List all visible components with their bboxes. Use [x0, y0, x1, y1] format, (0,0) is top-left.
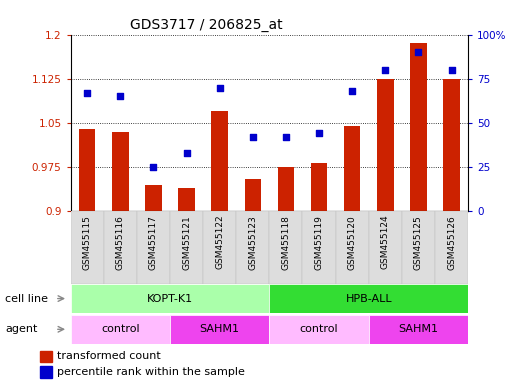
Bar — [170, 315, 269, 344]
Bar — [377, 79, 393, 211]
Bar — [40, 366, 52, 377]
Bar — [369, 315, 468, 344]
Text: percentile rank within the sample: percentile rank within the sample — [57, 367, 245, 377]
Bar — [40, 351, 52, 362]
Text: GSM455123: GSM455123 — [248, 215, 257, 270]
Point — [149, 164, 157, 170]
Text: GSM455125: GSM455125 — [414, 215, 423, 270]
Text: GSM455117: GSM455117 — [149, 215, 158, 270]
Bar — [369, 211, 402, 284]
Bar — [71, 315, 170, 344]
Text: KOPT-K1: KOPT-K1 — [147, 293, 193, 304]
Bar — [269, 284, 468, 313]
Bar — [236, 211, 269, 284]
Point — [248, 134, 257, 140]
Point — [116, 93, 124, 99]
Text: SAHM1: SAHM1 — [399, 324, 438, 334]
Text: control: control — [300, 324, 338, 334]
Text: GSM455121: GSM455121 — [182, 215, 191, 270]
Text: cell line: cell line — [5, 293, 48, 304]
Text: GDS3717 / 206825_at: GDS3717 / 206825_at — [130, 18, 283, 32]
Bar — [211, 111, 228, 211]
Point — [215, 84, 224, 91]
Bar — [278, 167, 294, 211]
Point — [447, 67, 456, 73]
Text: GSM455120: GSM455120 — [348, 215, 357, 270]
Bar — [244, 179, 261, 211]
Point — [414, 49, 423, 55]
Bar — [302, 211, 336, 284]
Text: GSM455122: GSM455122 — [215, 215, 224, 270]
Point — [348, 88, 356, 94]
Bar — [444, 79, 460, 211]
Bar — [104, 211, 137, 284]
Text: GSM455118: GSM455118 — [281, 215, 290, 270]
Text: SAHM1: SAHM1 — [200, 324, 240, 334]
Bar — [145, 185, 162, 211]
Text: agent: agent — [5, 324, 38, 334]
Text: HPB-ALL: HPB-ALL — [345, 293, 392, 304]
Bar — [344, 126, 360, 211]
Point — [183, 150, 191, 156]
Bar — [402, 211, 435, 284]
Text: GSM455124: GSM455124 — [381, 215, 390, 270]
Bar — [112, 132, 129, 211]
Bar — [410, 43, 427, 211]
Point — [315, 131, 323, 137]
Text: transformed count: transformed count — [57, 351, 161, 361]
Point — [83, 90, 92, 96]
Text: GSM455126: GSM455126 — [447, 215, 456, 270]
Bar — [336, 211, 369, 284]
Bar — [178, 188, 195, 211]
Point — [381, 67, 390, 73]
Text: GSM455116: GSM455116 — [116, 215, 125, 270]
Bar — [79, 129, 95, 211]
Text: GSM455119: GSM455119 — [314, 215, 324, 270]
Bar — [170, 211, 203, 284]
Bar — [435, 211, 468, 284]
Bar — [269, 211, 302, 284]
Text: control: control — [101, 324, 140, 334]
Text: GSM455115: GSM455115 — [83, 215, 92, 270]
Bar — [203, 211, 236, 284]
Bar — [137, 211, 170, 284]
Bar — [269, 315, 369, 344]
Bar — [71, 284, 269, 313]
Bar — [71, 211, 104, 284]
Bar — [311, 163, 327, 211]
Point — [282, 134, 290, 140]
